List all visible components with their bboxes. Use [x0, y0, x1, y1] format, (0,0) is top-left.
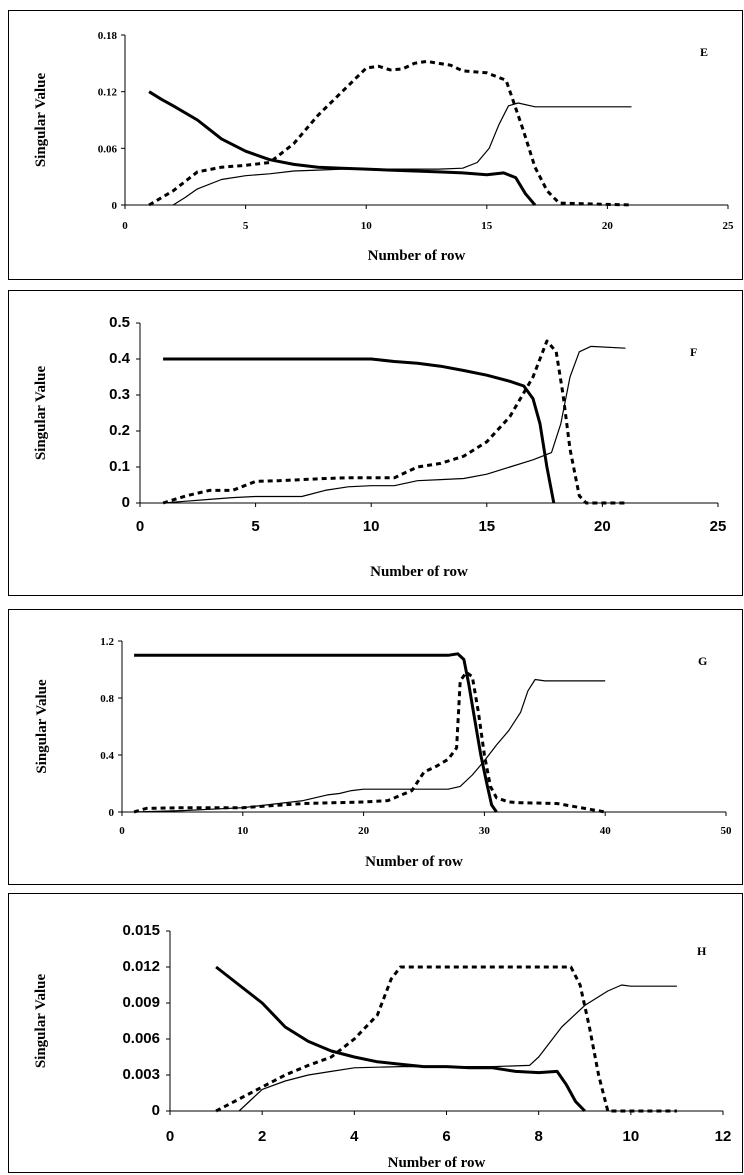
panel-label-e: E	[700, 45, 708, 59]
y-tick-label-g: 0.4	[100, 750, 114, 762]
y-axis-label-g: Singular Value	[34, 679, 50, 774]
y-tick-label-f: 0.1	[109, 458, 130, 475]
series-line-thin-f	[163, 345, 626, 504]
y-tick-label-e: 0.18	[98, 30, 118, 42]
y-tick-label-h: 0.015	[122, 922, 160, 939]
x-tick-label-g: 0	[119, 825, 125, 837]
series-line-dashed-f	[162, 339, 626, 505]
series-line-thin-h	[238, 984, 677, 1112]
x-tick-label-g: 40	[600, 825, 612, 837]
x-tick-label-f: 15	[478, 518, 495, 535]
x-tick-label-h: 2	[258, 1128, 266, 1145]
x-tick-label-f: 0	[136, 518, 144, 535]
y-tick-label-e: 0.06	[98, 143, 118, 155]
x-axis-label-e: Number of row	[368, 248, 466, 264]
y-axis-label-f: Singular Value	[33, 365, 49, 460]
y-tick-label-h: 0.003	[122, 1066, 160, 1083]
x-tick-label-e: 15	[481, 220, 493, 232]
y-axis-label-h: Singular Value	[33, 973, 49, 1068]
x-tick-label-f: 5	[251, 518, 259, 535]
x-tick-label-e: 25	[723, 220, 735, 232]
chart-panel-f	[8, 290, 743, 596]
y-tick-label-h: 0.012	[122, 958, 160, 975]
y-tick-label-f: 0	[122, 494, 130, 511]
y-tick-label-f: 0.4	[109, 350, 131, 367]
series-line-thick-g	[134, 652, 498, 813]
x-tick-label-h: 12	[715, 1128, 732, 1145]
y-tick-label-f: 0.5	[109, 314, 130, 331]
x-axis-label-h: Number of row	[388, 1155, 486, 1171]
y-tick-label-f: 0.2	[109, 422, 130, 439]
y-tick-label-g: 0	[109, 807, 115, 819]
y-tick-label-h: 0.006	[122, 1030, 160, 1047]
y-tick-label-e: 0.12	[98, 87, 118, 99]
y-tick-label-h: 0	[152, 1102, 160, 1119]
y-tick-label-g: 0.8	[100, 693, 114, 705]
panel-label-f: F	[690, 345, 697, 359]
series-line-thick-f	[163, 357, 556, 504]
y-tick-label-e: 0	[112, 200, 118, 212]
x-tick-label-f: 25	[710, 518, 727, 535]
x-tick-label-g: 10	[237, 825, 249, 837]
series-line-thin-e	[172, 102, 632, 206]
series-line-thick-e	[148, 90, 537, 206]
series-line-thick-h	[215, 965, 586, 1113]
x-tick-label-f: 20	[594, 518, 611, 535]
series-line-dashed-h	[215, 965, 677, 1113]
x-tick-label-g: 50	[721, 825, 733, 837]
y-tick-label-f: 0.3	[109, 386, 130, 403]
x-tick-label-e: 0	[122, 220, 128, 232]
x-tick-label-h: 10	[622, 1128, 639, 1145]
series-line-dashed-e	[148, 59, 632, 207]
series-line-dashed-g	[133, 670, 606, 814]
panel-label-g: G	[698, 654, 707, 668]
x-tick-label-g: 20	[358, 825, 370, 837]
x-tick-label-h: 8	[534, 1128, 542, 1145]
x-tick-label-h: 0	[166, 1128, 174, 1145]
x-tick-label-f: 10	[363, 518, 380, 535]
x-tick-label-e: 5	[243, 220, 249, 232]
x-axis-label-g: Number of row	[365, 854, 463, 870]
x-tick-label-h: 6	[442, 1128, 450, 1145]
x-tick-label-e: 10	[361, 220, 373, 232]
x-axis-label-f: Number of row	[370, 564, 468, 580]
y-tick-label-g: 1.2	[100, 636, 114, 648]
chart-panel-h	[8, 893, 743, 1173]
series-line-thin-g	[134, 678, 606, 813]
x-tick-label-g: 30	[479, 825, 491, 837]
y-tick-label-h: 0.009	[122, 994, 160, 1011]
y-axis-label-e: Singular Value	[33, 72, 49, 167]
chart-panel-e	[8, 10, 743, 280]
panel-label-h: H	[697, 944, 707, 958]
x-tick-label-e: 20	[602, 220, 614, 232]
x-tick-label-h: 4	[350, 1128, 359, 1145]
